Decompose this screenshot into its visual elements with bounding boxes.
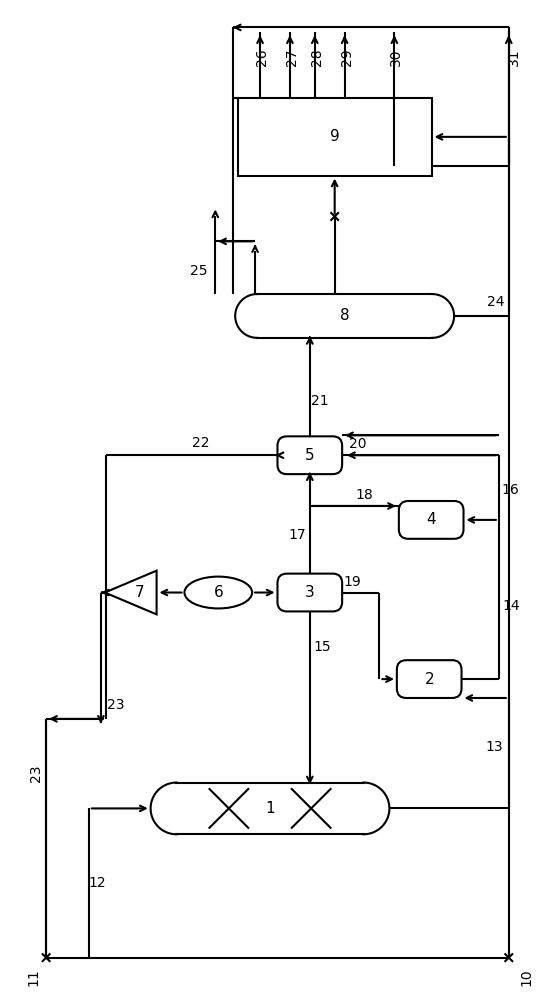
Text: 22: 22: [192, 436, 209, 450]
Text: 25: 25: [190, 264, 207, 278]
Text: 15: 15: [314, 640, 332, 654]
Text: 26: 26: [255, 48, 269, 66]
Text: 30: 30: [389, 49, 403, 66]
Text: 9: 9: [330, 129, 339, 144]
Bar: [238, 98, 432, 176]
Text: 13: 13: [485, 740, 503, 754]
Text: 16: 16: [502, 483, 520, 497]
Text: 19: 19: [343, 575, 361, 589]
Text: 5: 5: [305, 448, 314, 463]
Text: 27: 27: [285, 49, 299, 66]
Text: 12: 12: [88, 876, 106, 890]
Text: 24: 24: [487, 295, 504, 309]
Text: 21: 21: [311, 394, 329, 408]
Text: 7: 7: [135, 585, 144, 600]
Text: 1: 1: [265, 801, 275, 816]
Text: 3: 3: [305, 585, 315, 600]
Text: 17: 17: [288, 528, 306, 542]
Text: 6: 6: [213, 585, 223, 600]
Text: 14: 14: [502, 599, 520, 613]
Text: 11: 11: [26, 969, 40, 986]
Text: 4: 4: [426, 512, 436, 527]
Text: 31: 31: [507, 48, 521, 66]
Text: 18: 18: [356, 488, 374, 502]
Text: 23: 23: [107, 698, 124, 712]
Text: 20: 20: [349, 437, 367, 451]
Text: 28: 28: [310, 48, 324, 66]
Text: 10: 10: [520, 969, 534, 986]
Text: 29: 29: [339, 48, 353, 66]
Text: 2: 2: [425, 672, 434, 687]
Text: 23: 23: [29, 765, 43, 782]
Text: 8: 8: [340, 308, 350, 323]
